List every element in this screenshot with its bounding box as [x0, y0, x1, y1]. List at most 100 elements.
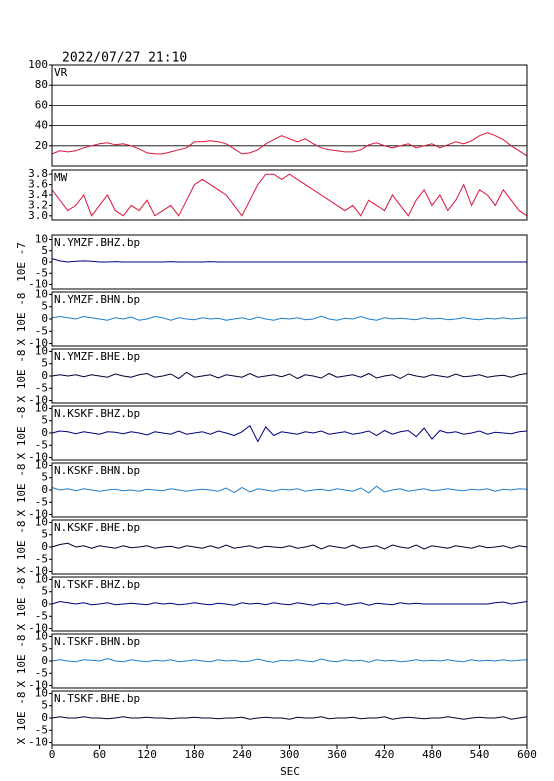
y-tick-label: 3.8 — [28, 167, 48, 180]
y-tick-label: 5 — [41, 642, 48, 655]
panel-label: N.TSKF.BHE.bp — [54, 692, 140, 705]
x-tick-label: 540 — [470, 748, 490, 761]
y-tick-label: -5 — [35, 552, 48, 565]
y-tick-label: 0 — [41, 312, 48, 325]
y-tick-label: -5 — [35, 666, 48, 679]
y-tick-label: -5 — [35, 266, 48, 279]
y-tick-label: 0 — [41, 255, 48, 268]
y-tick-label: -10 — [28, 508, 48, 521]
panel-frame — [51, 169, 528, 221]
y-axis-label: X 10E -8 — [15, 350, 28, 403]
y-tick-label: 100 — [28, 58, 48, 71]
data-line — [51, 600, 528, 606]
y-axis-label: X 10E -8 — [15, 578, 28, 631]
y-tick-label: 10 — [35, 515, 48, 528]
x-axis-label: SEC — [280, 765, 300, 778]
panel-label: VR — [54, 66, 68, 79]
y-tick-label: 5 — [41, 300, 48, 313]
y-axis-label: X 10E -8 — [15, 692, 28, 745]
panel-label: N.KSKF.BHE.bp — [54, 521, 140, 534]
panel-label: N.YMZF.BHZ.bp — [54, 236, 140, 249]
chart-title: 2022/07/27 21:10 — [62, 51, 187, 66]
y-tick-label: -10 — [28, 278, 48, 291]
x-tick-label: 480 — [422, 748, 442, 761]
panel-label: N.TSKF.BHN.bp — [54, 635, 140, 648]
y-tick-label: 20 — [35, 139, 48, 152]
data-line — [51, 657, 528, 663]
y-tick-label: -10 — [28, 622, 48, 635]
x-tick-label: 420 — [375, 748, 395, 761]
y-tick-label: -5 — [35, 495, 48, 508]
panel-frame — [51, 462, 528, 518]
y-tick-label: 0 — [41, 426, 48, 439]
y-tick-label: 40 — [35, 119, 48, 132]
x-tick-label: 600 — [517, 748, 537, 761]
data-line — [51, 371, 528, 380]
y-tick-label: 3.0 — [28, 209, 48, 222]
y-tick-label: -5 — [35, 609, 48, 622]
y-tick-label: -5 — [35, 438, 48, 451]
y-tick-label: 5 — [41, 244, 48, 257]
y-axis-label: 10E -7 — [15, 242, 28, 282]
y-axis-label: X 10E -8 — [15, 407, 28, 460]
y-tick-label: -10 — [28, 565, 48, 578]
y-tick-label: -5 — [35, 723, 48, 736]
x-tick-label: 60 — [93, 748, 106, 761]
data-line — [51, 315, 528, 321]
y-tick-label: 0 — [41, 597, 48, 610]
y-tick-label: 10 — [35, 287, 48, 300]
panel-frame — [51, 64, 528, 167]
y-tick-label: 5 — [41, 357, 48, 370]
y-tick-label: -10 — [28, 451, 48, 464]
y-tick-label: 0 — [41, 540, 48, 553]
panel-frame — [51, 633, 528, 689]
y-tick-label: -10 — [28, 337, 48, 350]
y-axis-label: X 10E -8 — [15, 635, 28, 688]
y-tick-label: -5 — [35, 381, 48, 394]
y-axis-label: X 10E -8 — [15, 521, 28, 574]
y-tick-label: 60 — [35, 98, 48, 111]
y-tick-label: -10 — [28, 394, 48, 407]
y-tick-label: 3.4 — [28, 188, 48, 201]
panel-frame — [51, 576, 528, 632]
y-tick-label: 80 — [35, 78, 48, 91]
y-tick-label: 0 — [41, 711, 48, 724]
x-tick-label: 180 — [185, 748, 205, 761]
y-tick-label: -10 — [28, 736, 48, 749]
panel-label: N.YMZF.BHE.bp — [54, 350, 140, 363]
y-tick-label: 5 — [41, 471, 48, 484]
y-tick-label: 5 — [41, 528, 48, 541]
y-tick-label: 10 — [35, 344, 48, 357]
x-tick-label: 0 — [49, 748, 56, 761]
y-tick-label: 10 — [35, 629, 48, 642]
panel-frame — [51, 234, 528, 290]
x-tick-label: 300 — [280, 748, 300, 761]
panel-label: N.KSKF.BHZ.bp — [54, 407, 140, 420]
y-tick-label: 10 — [35, 233, 48, 246]
panel-label: N.TSKF.BHZ.bp — [54, 578, 140, 591]
y-tick-label: 3.2 — [28, 198, 48, 211]
y-tick-label: 5 — [41, 699, 48, 712]
data-line — [51, 132, 528, 157]
y-tick-label: 5 — [41, 585, 48, 598]
y-axis-label: X 10E -8 — [15, 464, 28, 517]
y-tick-label: 0 — [41, 369, 48, 382]
data-line — [51, 542, 528, 550]
y-tick-label: 10 — [35, 686, 48, 699]
panel-frame — [51, 348, 528, 404]
panel-label: MW — [54, 171, 68, 184]
y-tick-label: -5 — [35, 324, 48, 337]
y-axis-label: X 10E -8 — [15, 293, 28, 346]
data-line — [51, 173, 528, 217]
x-tick-label: 120 — [137, 748, 157, 761]
x-tick-label: 240 — [232, 748, 252, 761]
data-line — [51, 424, 528, 443]
y-tick-label: -10 — [28, 679, 48, 692]
x-tick-label: 360 — [327, 748, 347, 761]
data-line — [51, 716, 528, 720]
y-tick-label: 10 — [35, 572, 48, 585]
y-tick-label: 3.6 — [28, 178, 48, 191]
panel-frame — [51, 405, 528, 461]
data-line — [51, 485, 528, 494]
